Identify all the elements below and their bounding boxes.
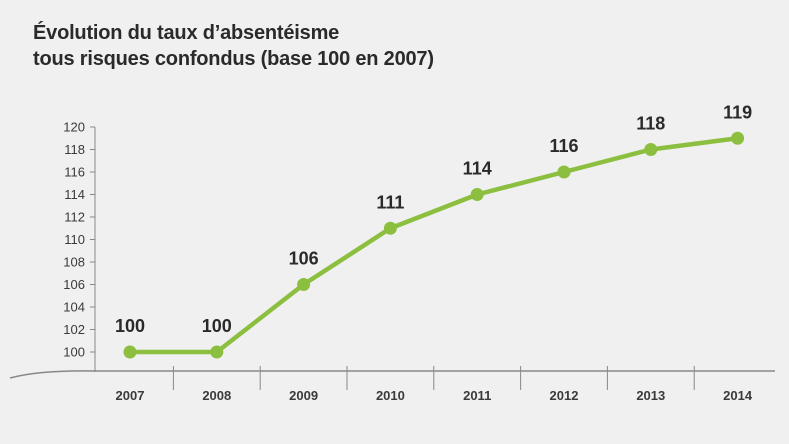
x-axis-line	[9, 370, 775, 379]
series-line	[127, 136, 740, 355]
y-tick-label: 106	[63, 277, 85, 292]
data-point	[297, 278, 311, 291]
x-tick-label: 2012	[550, 388, 579, 403]
x-tick-label: 2014	[723, 388, 753, 403]
data-point	[731, 131, 745, 145]
y-tick-label: 116	[64, 165, 85, 180]
y-tick-label: 118	[64, 142, 85, 157]
x-tick-label: 2011	[463, 388, 491, 403]
chart-title: Évolution du taux d’absentéisme tous ris…	[33, 20, 434, 72]
y-tick-label: 120	[63, 120, 85, 135]
x-tick-label: 2010	[376, 388, 405, 403]
y-tick-label: 102	[63, 322, 85, 337]
y-tick-label: 114	[64, 187, 85, 202]
x-tick-label: 2008	[202, 388, 231, 403]
x-tick-label: 2009	[289, 388, 318, 403]
data-point	[123, 345, 137, 359]
data-label: 106	[289, 249, 319, 269]
data-point	[210, 345, 224, 359]
data-point	[644, 143, 658, 156]
x-tick-label: 2007	[116, 388, 145, 403]
chart-title-line-1: Évolution du taux d’absentéisme	[33, 22, 340, 44]
data-point	[557, 165, 571, 179]
data-label: 118	[636, 114, 665, 134]
y-tick-label: 112	[64, 210, 85, 225]
data-label: 116	[549, 136, 578, 156]
y-tick-label: 104	[63, 300, 85, 315]
data-label: 119	[723, 102, 752, 122]
y-tick-label: 108	[63, 255, 85, 270]
data-label: 114	[463, 159, 492, 179]
data-label: 100	[115, 316, 145, 336]
data-label: 100	[202, 316, 232, 336]
data-point	[383, 221, 397, 235]
x-tick-label: 2013	[636, 388, 665, 403]
y-tick-label: 110	[64, 232, 85, 247]
data-point	[470, 188, 484, 201]
data-label: 111	[376, 192, 404, 212]
chart-title-line-2: tous risques confondus (base 100 en 2007…	[33, 48, 434, 70]
y-tick-label: 100	[63, 345, 85, 360]
